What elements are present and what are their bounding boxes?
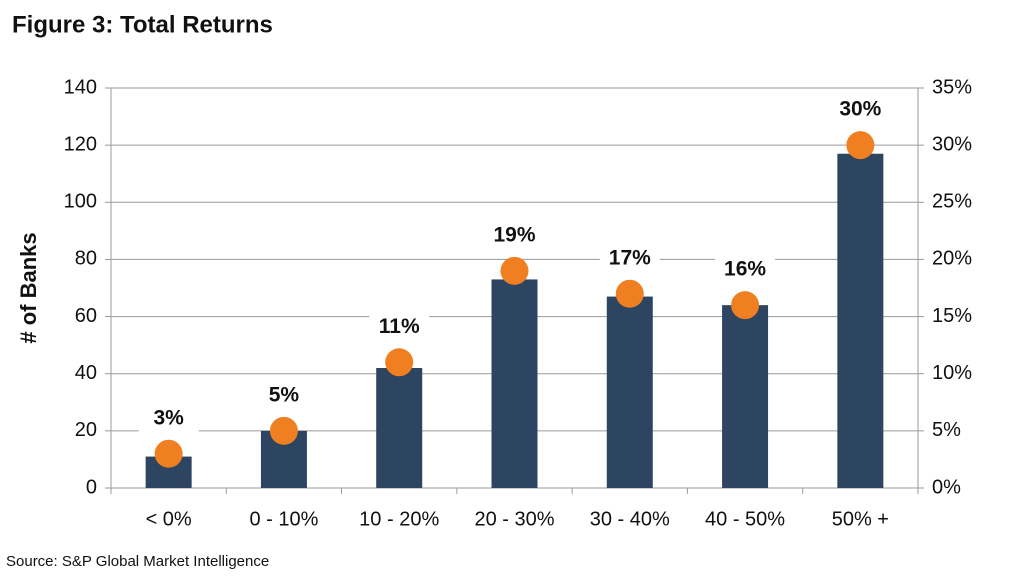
chart-title: Figure 3: Total Returns — [12, 11, 273, 38]
data-label: 5% — [269, 383, 300, 406]
x-tick-label: 0 - 10% — [249, 508, 318, 530]
y2-tick-label: 5% — [932, 419, 961, 441]
y-tick-label: 140 — [64, 76, 97, 98]
label-bg — [253, 380, 314, 409]
dot — [615, 279, 644, 308]
y2-tick-label: 25% — [932, 191, 972, 213]
label-bg — [484, 220, 545, 249]
dot — [500, 256, 529, 285]
y-tick-label: 100 — [64, 191, 97, 213]
y2-tick-label: 10% — [932, 362, 972, 384]
y-tick-label: 40 — [75, 362, 97, 384]
dot — [154, 439, 183, 468]
bar — [837, 153, 884, 488]
dot — [269, 416, 298, 445]
y2-tick-label: 30% — [932, 133, 972, 155]
dot — [846, 131, 875, 160]
label-bg — [830, 95, 891, 124]
y2-tick-label: 35% — [932, 76, 972, 98]
x-tick-label: 50% + — [832, 508, 889, 530]
y-tick-label: 0 — [86, 476, 97, 498]
data-label: 11% — [379, 315, 420, 338]
data-label: 30% — [839, 98, 881, 121]
y-tick-label: 20 — [75, 419, 97, 441]
bar — [722, 305, 769, 488]
y2-tick-label: 20% — [932, 248, 972, 270]
x-tick-label: 40 - 50% — [705, 508, 785, 530]
data-label: 17% — [609, 246, 651, 269]
label-bg — [715, 255, 776, 284]
bar — [376, 368, 423, 488]
y2-tick-label: 15% — [932, 305, 972, 327]
y-axis-label: # of Banks — [16, 232, 41, 343]
source: Source: S&P Global Market Intelligence — [6, 553, 269, 570]
y-tick-label: 120 — [64, 133, 97, 155]
label-bg — [599, 243, 660, 272]
label-bg — [369, 312, 430, 341]
dot — [731, 291, 760, 320]
x-tick-label: 10 - 20% — [359, 508, 439, 530]
data-label: 19% — [493, 223, 535, 246]
label-bg — [138, 403, 199, 432]
x-tick-label: < 0% — [146, 508, 192, 530]
bar — [606, 296, 653, 488]
dot — [385, 348, 414, 377]
y2-tick-label: 0% — [932, 476, 961, 498]
data-label: 3% — [153, 406, 184, 429]
y-tick-label: 60 — [75, 305, 97, 327]
bar — [491, 279, 538, 488]
y-tick-label: 80 — [75, 248, 97, 270]
data-label: 16% — [724, 258, 766, 281]
x-tick-label: 30 - 40% — [590, 508, 670, 530]
x-tick-label: 20 - 30% — [474, 508, 554, 530]
